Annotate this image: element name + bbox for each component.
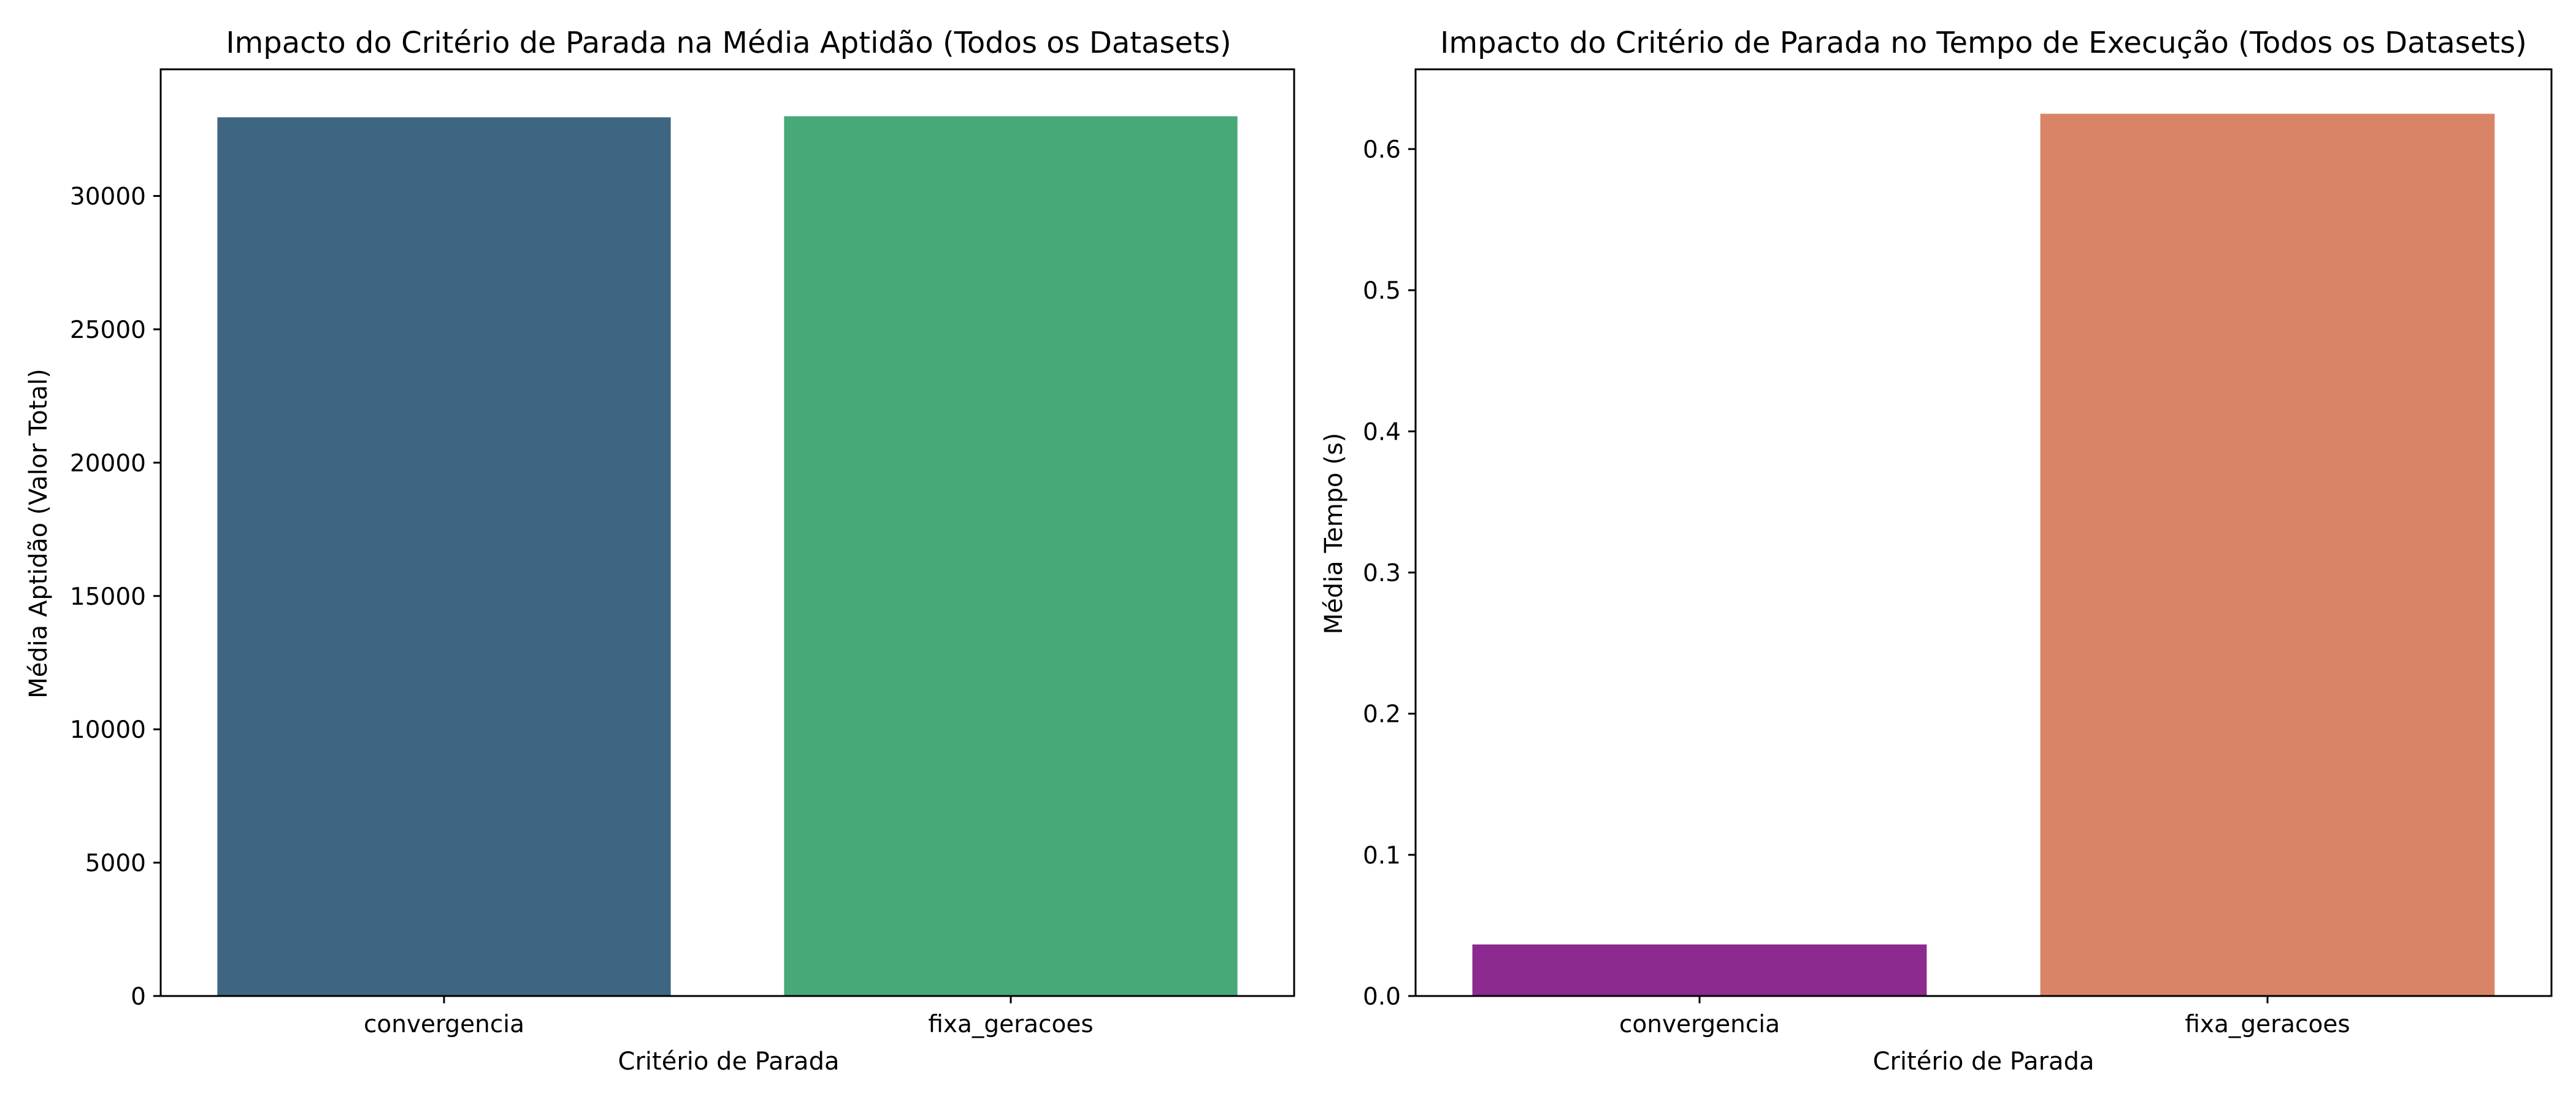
x-ticks: convergencia fixa_geracoes bbox=[1619, 996, 2350, 1038]
y-tick-label: 20000 bbox=[70, 450, 146, 477]
chart-title: Impacto do Critério de Parada na Média A… bbox=[226, 26, 1231, 60]
y-tick-label: 0.1 bbox=[1363, 842, 1401, 870]
bar-fixa_geracoes bbox=[784, 116, 1238, 997]
y-tick-label: 0.5 bbox=[1363, 277, 1401, 305]
bar-fixa_geracoes bbox=[2040, 113, 2495, 997]
y-tick-label: 25000 bbox=[70, 316, 146, 344]
chart-title: Impacto do Critério de Parada no Tempo d… bbox=[1440, 26, 2527, 60]
y-axis-label: Média Aptidão (Valor Total) bbox=[25, 369, 53, 699]
bar-convergencia bbox=[1472, 944, 1927, 996]
y-tick-label: 0.0 bbox=[1363, 983, 1401, 1011]
x-axis-label: Critério de Parada bbox=[1873, 1048, 2095, 1076]
x-ticks: convergencia fixa_geracoes bbox=[364, 996, 1094, 1038]
x-tick-label: convergencia bbox=[364, 1011, 524, 1038]
bars bbox=[1472, 113, 2495, 997]
bars bbox=[217, 116, 1238, 997]
x-tick-label: fixa_geracoes bbox=[2185, 1011, 2350, 1038]
y-ticks: 0.0 0.1 0.2 0.3 0.4 0.5 0.6 bbox=[1363, 136, 1416, 1011]
y-tick-label: 30000 bbox=[70, 183, 146, 211]
y-ticks: 0 5000 10000 15000 20000 25000 30000 bbox=[70, 183, 161, 1011]
x-tick-label: fixa_geracoes bbox=[928, 1011, 1093, 1038]
y-tick-label: 0.6 bbox=[1363, 136, 1401, 164]
chart-execution-time: Impacto do Critério de Parada no Tempo d… bbox=[1320, 26, 2553, 1076]
plot-frame bbox=[159, 68, 1295, 997]
y-tick-label: 10000 bbox=[70, 716, 146, 744]
x-axis-label: Critério de Parada bbox=[618, 1048, 840, 1076]
plot-frame bbox=[1414, 68, 2553, 997]
y-tick-label: 0.2 bbox=[1363, 701, 1401, 729]
y-tick-label: 15000 bbox=[70, 583, 146, 611]
chart-mean-fitness: Impacto do Critério de Parada na Média A… bbox=[25, 26, 1295, 1076]
y-tick-label: 0.4 bbox=[1363, 418, 1401, 446]
bar-convergencia bbox=[217, 117, 671, 997]
y-tick-label: 0 bbox=[131, 983, 146, 1011]
y-tick-label: 0.3 bbox=[1363, 560, 1401, 588]
x-tick-label: convergencia bbox=[1619, 1011, 1780, 1038]
y-axis-label: Média Tempo (s) bbox=[1320, 433, 1348, 635]
y-tick-label: 5000 bbox=[85, 850, 146, 878]
